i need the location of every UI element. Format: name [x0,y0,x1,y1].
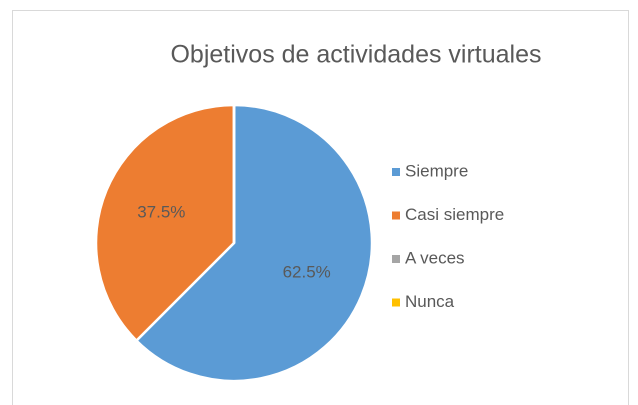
legend-swatch [392,298,400,307]
legend-swatch [392,255,400,263]
chart-title: Objetivos de actividades virtuales [170,41,541,69]
pie-slice [134,103,374,383]
legend-swatch [392,168,400,176]
data-label: 37.5% [137,202,185,221]
data-label: 62.5% [283,263,331,282]
pie-slice [94,103,236,343]
legend-swatch [392,211,400,220]
legend-label: Casi siempre [405,205,504,224]
legend-label: A veces [405,248,465,267]
legend-label: Nunca [405,292,455,311]
legend-label: Siempre [405,161,468,180]
